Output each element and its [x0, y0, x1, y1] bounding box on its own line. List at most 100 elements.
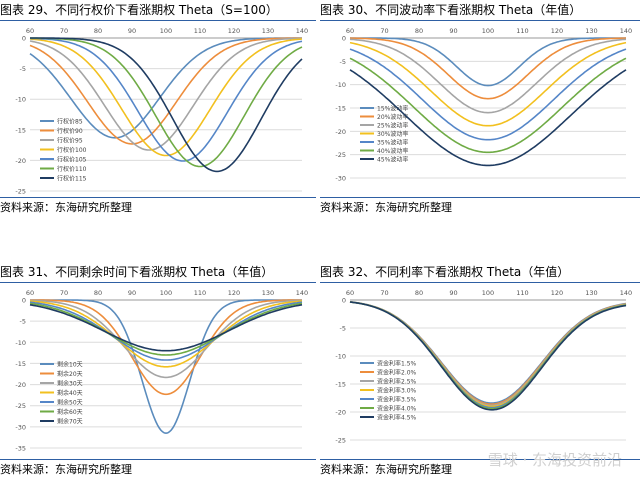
series-line — [349, 38, 627, 114]
source-rule — [0, 459, 316, 460]
y-tick-label: -25 — [15, 402, 26, 410]
x-tick-label: 140 — [620, 289, 632, 297]
x-tick-label: 100 — [482, 289, 494, 297]
y-tick-label: -15 — [15, 126, 26, 134]
x-tick-label: 110 — [194, 289, 206, 297]
x-tick-label: 70 — [60, 27, 68, 35]
x-tick-label: 110 — [516, 27, 528, 35]
y-tick-label: -10 — [15, 96, 26, 104]
legend-label: 剩余30天 — [57, 379, 83, 387]
x-tick-label: 110 — [516, 289, 528, 297]
legend-label: 行权价95 — [57, 136, 83, 144]
x-tick-label: 90 — [128, 27, 136, 35]
legend-label: 资金利率2.5% — [377, 377, 417, 385]
x-tick-label: 120 — [551, 289, 563, 297]
y-tick-label: -35 — [15, 445, 26, 453]
title-rule — [0, 282, 316, 283]
series-line — [349, 301, 627, 411]
series-line — [30, 299, 302, 379]
x-tick-label: 100 — [160, 27, 172, 35]
title-rule — [320, 20, 640, 21]
legend-label: 40%波动率 — [377, 147, 408, 155]
y-tick-label: -5 — [20, 65, 26, 73]
y-tick-label: 0 — [342, 297, 346, 305]
title-rule — [320, 282, 640, 283]
x-tick-label: 60 — [346, 289, 354, 297]
source-note: 资料来源：东海研究所整理 — [0, 463, 132, 476]
x-tick-label: 90 — [449, 289, 457, 297]
legend-label: 资金利率4.5% — [377, 413, 417, 421]
legend-label: 资金利率2.0% — [377, 368, 417, 376]
series-line — [349, 48, 627, 141]
series-line — [29, 300, 303, 368]
legend-label: 25%波动率 — [377, 121, 408, 129]
legend-label: 剩余60天 — [57, 408, 83, 416]
x-tick-label: 80 — [94, 27, 102, 35]
source-rule — [320, 459, 640, 460]
x-tick-label: 80 — [415, 289, 423, 297]
x-tick-label: 80 — [94, 289, 102, 297]
y-tick-label: -25 — [15, 188, 26, 196]
title-rule — [0, 20, 316, 21]
x-tick-label: 60 — [346, 27, 354, 35]
legend-label: 剩余10天 — [57, 360, 83, 368]
x-tick-label: 80 — [415, 27, 423, 35]
y-tick-label: -20 — [335, 128, 346, 136]
x-tick-label: 120 — [228, 289, 240, 297]
x-tick-label: 70 — [380, 27, 388, 35]
source-rule — [320, 197, 640, 198]
x-tick-label: 70 — [380, 289, 388, 297]
legend-label: 资金利率1.5% — [377, 359, 417, 367]
series-line — [349, 41, 627, 127]
y-tick-label: -10 — [15, 339, 26, 347]
x-tick-label: 140 — [296, 289, 308, 297]
legend-label: 行权价85 — [57, 117, 83, 125]
y-tick-label: -5 — [20, 318, 26, 326]
chart-title: 图表 30、不同波动率下看涨期权 Theta（年值） — [320, 3, 582, 17]
y-tick-label: -5 — [340, 58, 346, 66]
legend-label: 资金利率3.0% — [377, 386, 417, 394]
y-tick-label: -15 — [335, 381, 346, 389]
chart-title: 图表 31、不同剩余时间下看涨期权 Theta（年值） — [0, 265, 274, 279]
y-tick-label: -20 — [335, 409, 346, 417]
y-tick-label: -20 — [15, 157, 26, 165]
y-tick-label: 0 — [22, 297, 26, 305]
legend-label: 45%波动率 — [377, 155, 408, 163]
y-tick-label: -30 — [15, 423, 26, 431]
series-line — [30, 37, 303, 168]
x-tick-label: 110 — [194, 27, 206, 35]
x-tick-label: 130 — [585, 289, 597, 297]
x-tick-label: 140 — [296, 27, 308, 35]
series-line — [349, 37, 627, 100]
series-line — [29, 37, 302, 139]
chart-panel-32: 图表 32、不同利率下看涨期权 Theta（年值） 0 -5 -10 -15 -20 -2… — [320, 262, 640, 478]
series-line — [29, 37, 302, 145]
series-line — [29, 37, 302, 151]
source-rule — [0, 197, 316, 198]
chart-panel-31: 图表 31、不同剩余时间下看涨期权 Theta（年值） 0 -5 -10 -15 -20… — [0, 262, 316, 478]
y-tick-label: -25 — [335, 151, 346, 159]
x-tick-label: 130 — [262, 289, 274, 297]
x-tick-label: 100 — [482, 27, 494, 35]
series-line — [29, 304, 303, 352]
chart-title: 图表 29、不同行权价下看涨期权 Theta（S=100） — [0, 3, 278, 17]
x-tick-label: 120 — [228, 27, 240, 35]
y-tick-label: -25 — [335, 437, 346, 445]
y-tick-label: -10 — [335, 353, 346, 361]
chart-title: 图表 32、不同利率下看涨期权 Theta（年值） — [320, 265, 570, 279]
x-tick-label: 120 — [551, 27, 563, 35]
legend-label: 剩余50天 — [57, 398, 83, 406]
watermark: 雪球 · 东海投资前沿 — [487, 451, 622, 469]
y-tick-label: -10 — [335, 81, 346, 89]
legend-label: 行权价115 — [57, 174, 87, 182]
x-tick-label: 140 — [620, 27, 632, 35]
chart-panel-29: 图表 29、不同行权价下看涨期权 Theta（S=100） 0 -5 -10 -15 -… — [0, 0, 316, 216]
y-tick-label: -15 — [335, 105, 346, 113]
chart-svg: 0 -5 -10 -15 -20 -25 60 70 80 90 100 110 120 130 140 行权… — [15, 27, 308, 196]
legend-label: 行权价110 — [57, 165, 87, 173]
legend-label: 剩余20天 — [57, 370, 83, 378]
y-tick-label: 0 — [342, 35, 346, 43]
series-line — [350, 37, 626, 87]
source-note: 资料来源：东海研究所整理 — [0, 201, 132, 214]
series-line — [30, 299, 302, 435]
